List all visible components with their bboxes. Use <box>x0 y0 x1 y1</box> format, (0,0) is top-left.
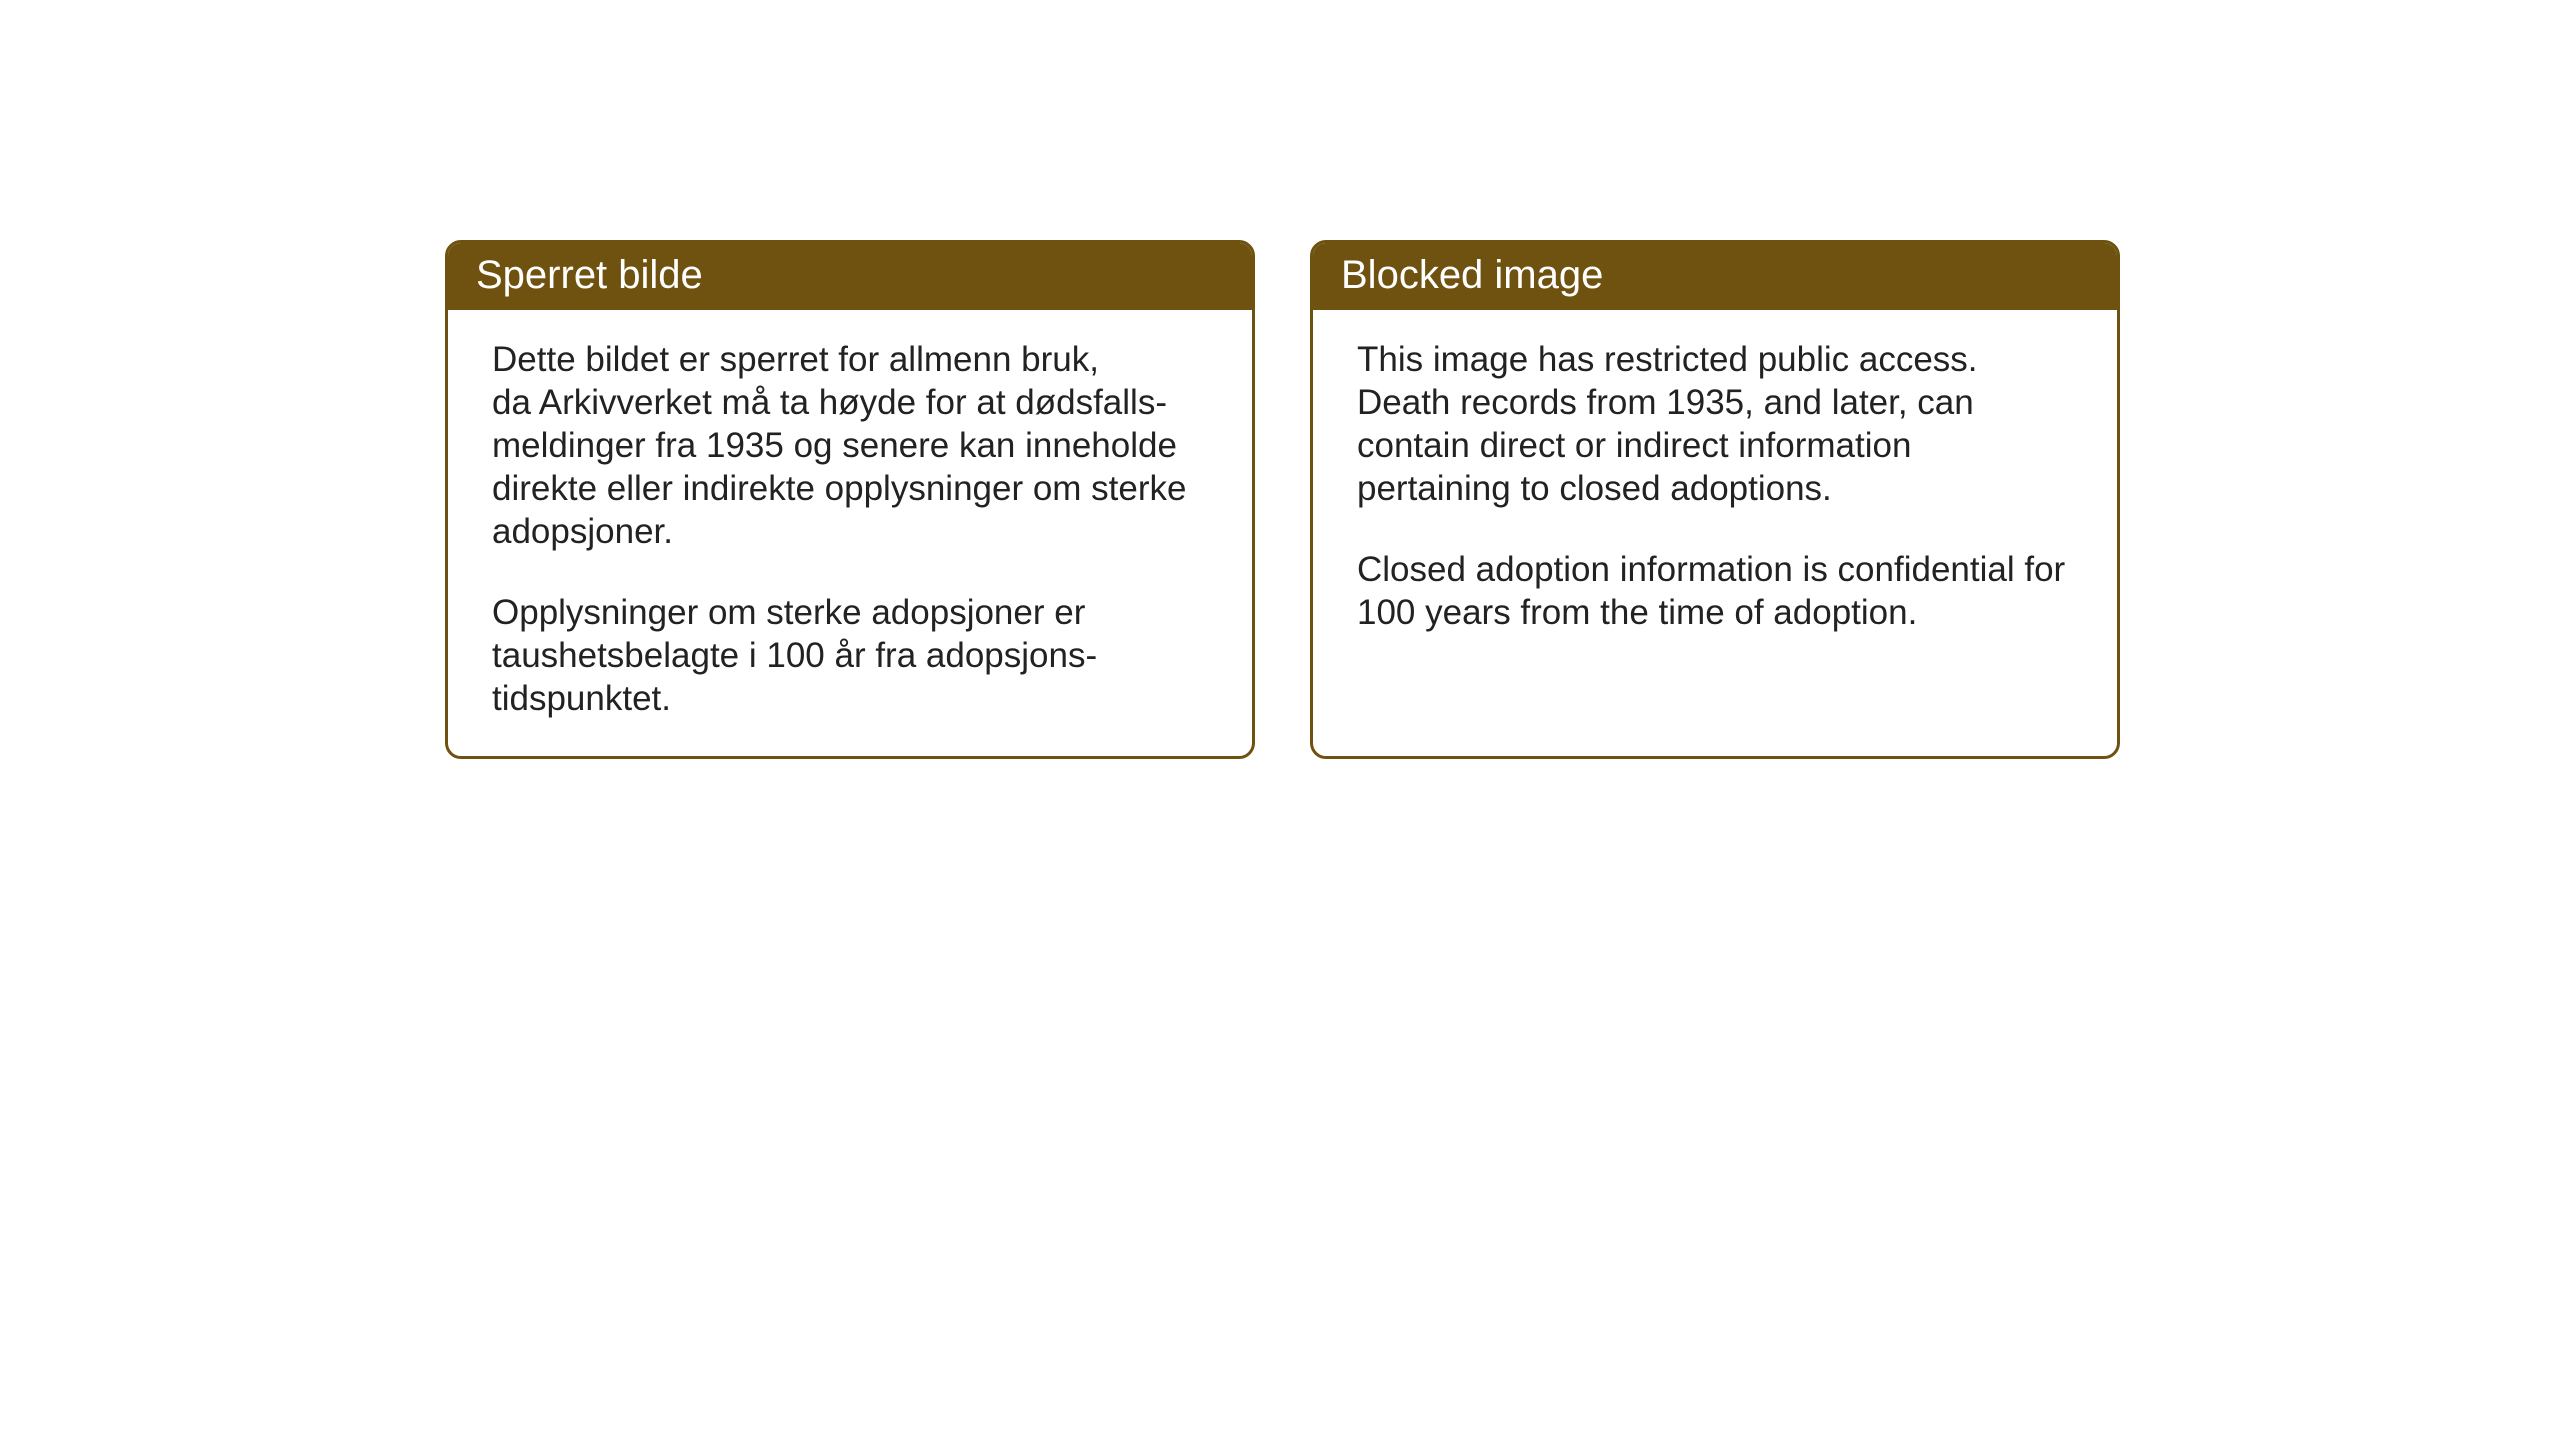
card-title-norwegian: Sperret bilde <box>476 253 703 297</box>
notice-cards-container: Sperret bilde Dette bildet er sperret fo… <box>445 240 2120 759</box>
notice-card-norwegian: Sperret bilde Dette bildet er sperret fo… <box>445 240 1255 759</box>
card-body-english: This image has restricted public access.… <box>1313 310 2117 670</box>
card-paragraph-1-norwegian: Dette bildet er sperret for allmenn bruk… <box>492 338 1208 553</box>
card-header-english: Blocked image <box>1313 243 2117 310</box>
card-header-norwegian: Sperret bilde <box>448 243 1252 310</box>
card-title-english: Blocked image <box>1341 253 1603 297</box>
card-paragraph-2-english: Closed adoption information is confident… <box>1357 548 2073 634</box>
card-body-norwegian: Dette bildet er sperret for allmenn bruk… <box>448 310 1252 756</box>
card-paragraph-1-english: This image has restricted public access.… <box>1357 338 2073 510</box>
card-paragraph-2-norwegian: Opplysninger om sterke adopsjoner er tau… <box>492 591 1208 720</box>
notice-card-english: Blocked image This image has restricted … <box>1310 240 2120 759</box>
